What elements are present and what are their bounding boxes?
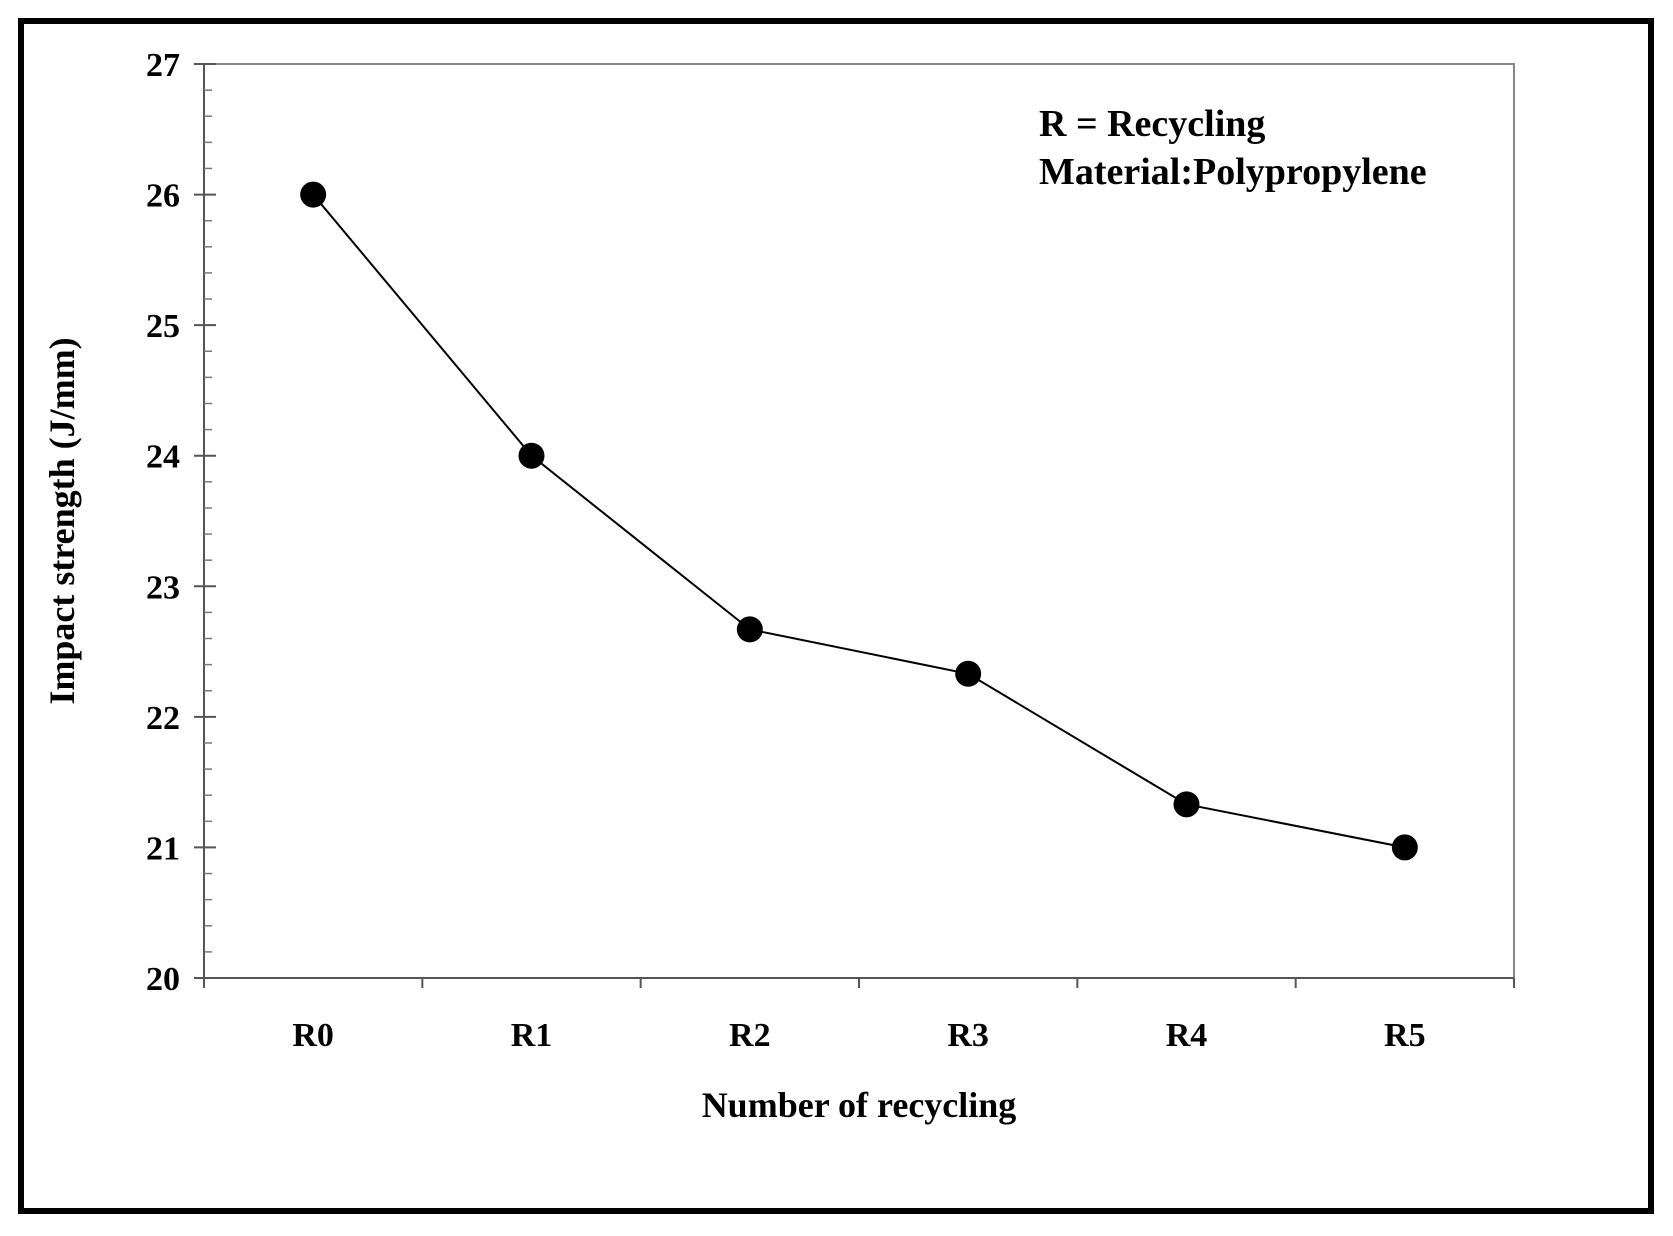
data-point-r3	[955, 660, 982, 687]
line-chart: 20 21 22 23 24 25 26 27 R0 R1 R2 R3 R4 R5 Impact str…	[42, 47, 1515, 1125]
plot-area	[203, 63, 1515, 979]
y-axis-title: Impact strength (J/mm)	[42, 337, 82, 704]
data-point-r4	[1173, 791, 1200, 818]
data-point-r0	[300, 181, 327, 208]
annotation-material: Material:Polypropylene	[1039, 151, 1427, 193]
x-tick-label: R0	[292, 1017, 334, 1054]
figure-frame: 20 21 22 23 24 25 26 27 R0 R1 R2 R3 R4 R5 Impact str…	[18, 18, 1654, 1214]
y-tick-label: 24	[146, 439, 180, 476]
annotation-recycling: R = Recycling	[1039, 103, 1265, 145]
x-tick-labels: R0 R1 R2 R3 R4 R5	[292, 1017, 1425, 1054]
x-ticks	[203, 978, 1515, 988]
y-tick-label: 21	[146, 830, 180, 867]
y-tick-label: 23	[146, 569, 180, 606]
y-tick-labels: 20 21 22 23 24 25 26 27	[146, 47, 180, 998]
x-axis-title: Number of recycling	[702, 1085, 1017, 1125]
data-point-r1	[518, 442, 545, 469]
y-tick-label: 27	[146, 47, 180, 84]
series-line-polypropylene	[312, 193, 1406, 849]
x-tick-label: R3	[947, 1017, 989, 1054]
data-markers	[300, 181, 1418, 861]
x-tick-label: R1	[511, 1017, 553, 1054]
y-tick-label: 25	[146, 308, 180, 345]
y-major-ticks	[194, 63, 216, 979]
x-tick-label: R5	[1384, 1017, 1426, 1054]
x-tick-label: R4	[1166, 1017, 1208, 1054]
x-tick-label: R2	[729, 1017, 771, 1054]
y-tick-label: 26	[146, 178, 180, 215]
y-tick-label: 20	[146, 961, 180, 998]
data-point-r5	[1391, 834, 1418, 861]
data-point-r2	[736, 616, 763, 643]
y-tick-label: 22	[146, 700, 180, 737]
